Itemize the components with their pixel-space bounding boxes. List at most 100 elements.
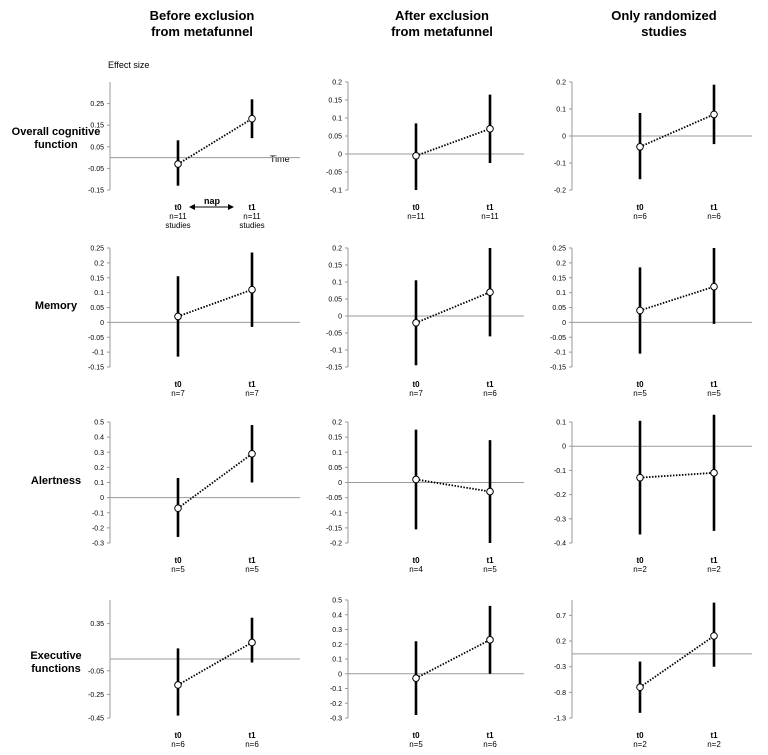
data-point [636,683,644,692]
y-tick-label: -0.2 [92,525,104,532]
y-tick-label: 0.25 [90,246,104,253]
y-tick-label: 0 [338,480,342,487]
time-point-label: t1 [248,380,256,389]
y-tick-label: 0.3 [94,450,104,457]
y-tick-label: -0.05 [88,668,104,675]
data-point [636,473,644,482]
y-tick-label: -0.1 [330,686,342,693]
y-tick-label: 0 [338,314,342,321]
y-tick-label: 0.35 [90,621,104,628]
connector-line [177,117,253,165]
column-header-line1: After exclusion [395,8,489,23]
sample-size-label: n=6 [483,740,497,749]
y-tick-label: -0.05 [326,331,342,338]
y-tick-label: 0 [562,444,566,451]
y-tick-label: 0.1 [94,290,104,297]
y-tick-label: -0.15 [550,365,566,372]
time-point-label: t1 [248,556,256,565]
data-point [636,143,644,151]
data-point [248,285,256,294]
data-point [486,125,494,133]
data-point [636,306,644,315]
row-label-memory: Memory [0,300,112,313]
time-point-label: t0 [412,203,420,212]
y-tick-label: -0.05 [326,170,342,177]
y-tick-label: 0 [100,320,104,327]
connector-line [639,113,715,148]
time-point-label: t1 [710,556,718,565]
sample-size-label: n=6 [707,212,721,221]
column-header-before-exclusion: Before exclusion from metafunnel [102,8,302,40]
time-point-label: t0 [636,731,644,740]
time-point-label: t1 [710,731,718,740]
sample-size-label: n=2 [633,565,647,574]
y-tick-label: 0.05 [90,144,104,151]
data-point [412,674,420,682]
data-point [174,504,182,513]
sample-size-label: n=6 [633,212,647,221]
y-tick-label: 0.25 [552,246,566,253]
y-tick-label: 0.1 [332,450,342,457]
data-point [174,681,182,689]
y-tick-label: 0.2 [332,420,342,427]
column-header-after-exclusion: After exclusion from metafunnel [342,8,542,40]
y-tick-label: 0.05 [328,297,342,304]
y-tick-label: 0 [562,320,566,327]
connector-line [177,288,253,318]
y-tick-label: 0.15 [90,275,104,282]
y-tick-label: -0.1 [554,468,566,475]
time-axis-label: Time [270,154,290,164]
y-tick-label: -0.2 [330,701,342,708]
sample-size-label: n=7 [245,389,259,398]
data-point [248,114,256,123]
data-point [248,449,256,458]
y-tick-label: -0.4 [554,541,566,548]
y-tick-label: -0.05 [550,335,566,342]
y-tick-label: -0.2 [554,492,566,499]
y-tick-label: 0.1 [332,280,342,287]
time-point-label: t0 [174,203,182,212]
column-header-line2: from metafunnel [391,24,493,39]
time-point-label: t1 [710,380,718,389]
sample-size-label: n=2 [633,740,647,749]
connector-line [639,635,715,688]
connector-line [177,453,253,509]
y-tick-label: 0.15 [328,98,342,105]
y-tick-label: -0.05 [88,335,104,342]
y-tick-label: -0.1 [92,350,104,357]
y-tick-label: 0.05 [552,305,566,312]
sample-size-label: n=5 [409,740,423,749]
connector-line [415,291,491,324]
y-tick-label: -0.1 [330,510,342,517]
time-point-label: t0 [636,203,644,212]
sample-size-label: n=6 [171,740,185,749]
y-tick-label: 0.7 [556,613,566,620]
y-tick-label: 0 [338,152,342,159]
time-point-label: t0 [636,556,644,565]
sample-size-label: n=11 [243,212,261,221]
y-tick-label: -0.15 [88,365,104,372]
data-point [710,110,718,119]
y-tick-label: 0.15 [552,275,566,282]
sample-size-label: n=5 [633,389,647,398]
y-tick-label: -0.15 [88,188,104,195]
y-tick-label: -0.15 [326,525,342,532]
y-tick-label: 0 [562,134,566,141]
data-point [174,160,182,168]
time-point-label: t1 [486,731,494,740]
time-point-label: t0 [412,556,420,565]
time-point-label: t0 [412,380,420,389]
y-tick-label: 0.2 [94,260,104,267]
connector-line [415,478,491,493]
y-tick-label: -0.2 [330,541,342,548]
time-point-label: t1 [486,556,494,565]
time-point-label: t1 [248,731,256,740]
y-tick-label: 0.1 [332,657,342,664]
y-tick-label: -0.25 [88,692,104,699]
row-label-line2: functions [31,663,81,675]
row-label-line2: function [34,139,78,151]
y-tick-label: 0.1 [94,480,104,487]
connector-line [415,639,491,679]
y-tick-label: 0.2 [94,465,104,472]
